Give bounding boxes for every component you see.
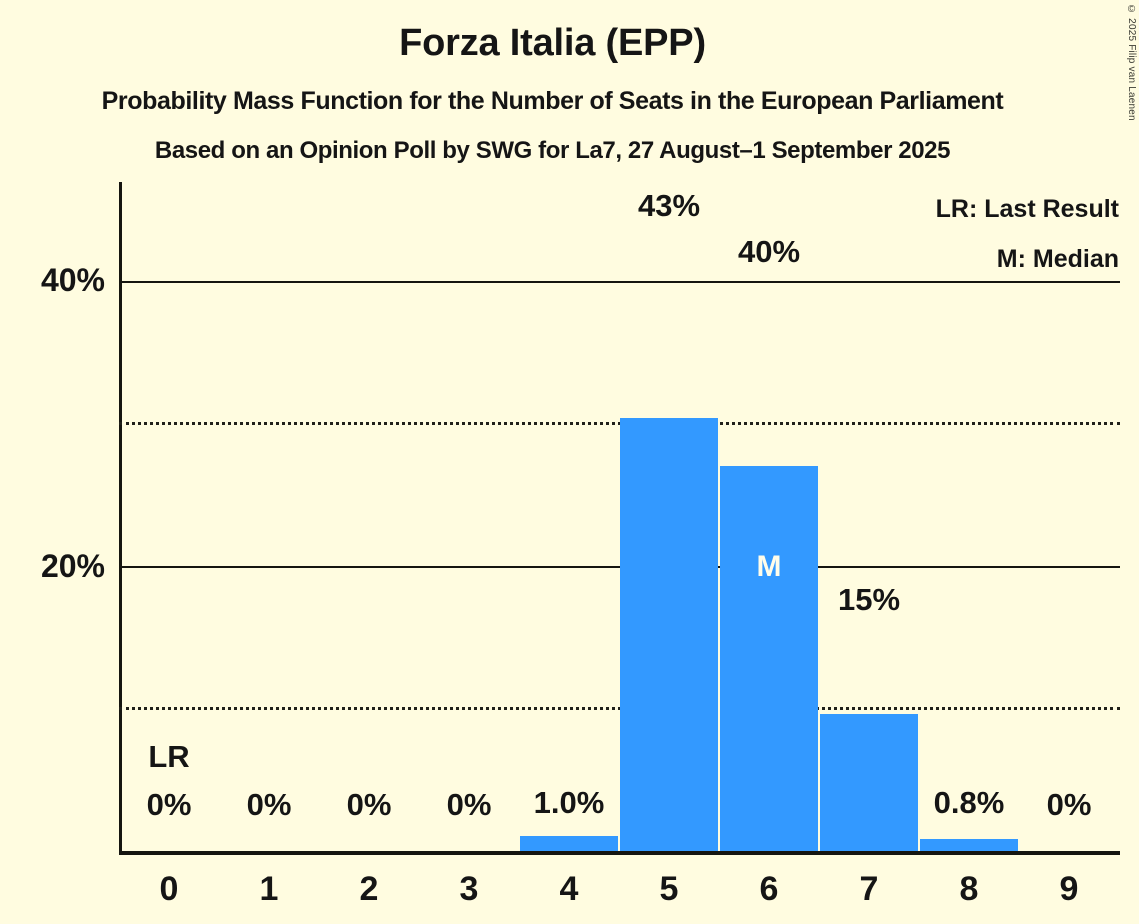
- bar-5[interactable]: [620, 418, 718, 851]
- x-axis-tick-label-0: 0: [159, 870, 179, 908]
- gridline-20: [119, 566, 1120, 568]
- legend: LR: Last Result M: Median: [936, 184, 1119, 284]
- bar-8[interactable]: [920, 839, 1018, 851]
- chart-subtitle: Probability Mass Function for the Number…: [101, 87, 1004, 115]
- x-axis-tick-label-9: 9: [1059, 870, 1079, 908]
- copyright-notice: © 2025 Filip van Laenen: [1126, 4, 1137, 121]
- bar-value-8: 0.8%: [933, 785, 1005, 820]
- last-result-marker: LR: [148, 739, 190, 774]
- bar-7[interactable]: [820, 714, 918, 851]
- x-axis-tick-label-5: 5: [659, 870, 679, 908]
- bar-value-3: 0%: [446, 787, 492, 822]
- x-axis-tick-label-4: 4: [559, 870, 579, 908]
- y-axis-line: [119, 182, 122, 854]
- gridline-10: [119, 707, 1120, 710]
- legend-item-median: M: Median: [996, 245, 1119, 273]
- bar-value-4: 1.0%: [533, 785, 605, 820]
- bar-value-2: 0%: [346, 787, 392, 822]
- bar-value-7: 15%: [837, 582, 901, 617]
- bar-value-0: 0%: [146, 787, 192, 822]
- page-title: Forza Italia (EPP): [399, 22, 706, 64]
- x-axis-tick-label-1: 1: [259, 870, 279, 908]
- gridline-40: [119, 281, 1120, 283]
- bar-value-6: 40%: [737, 234, 801, 269]
- x-axis-tick-label-6: 6: [759, 870, 779, 908]
- x-axis-tick-label-7: 7: [859, 870, 879, 908]
- x-axis-tick-label-2: 2: [359, 870, 379, 908]
- bar-value-5: 43%: [637, 188, 701, 223]
- y-axis-tick-label-20: 20%: [40, 548, 105, 584]
- bar-value-1: 0%: [246, 787, 292, 822]
- bar-6[interactable]: [720, 466, 818, 851]
- chart-plot-area: 40% 20% 0% 0% 0% 0% 1.0% 43% 40% 15% 0.8…: [41, 182, 1120, 908]
- legend-item-last-result: LR: Last Result: [935, 195, 1119, 223]
- y-axis-tick-label-40: 40%: [40, 262, 105, 298]
- bar-value-9: 0%: [1046, 787, 1092, 822]
- x-axis-tick-label-8: 8: [959, 870, 979, 908]
- x-axis-line: [119, 851, 1120, 855]
- gridline-30: [119, 422, 1120, 425]
- bar-4[interactable]: [520, 836, 618, 851]
- chart-source-note: Based on an Opinion Poll by SWG for La7,…: [154, 137, 951, 164]
- median-marker: M: [756, 550, 782, 583]
- x-axis-tick-label-3: 3: [459, 870, 479, 908]
